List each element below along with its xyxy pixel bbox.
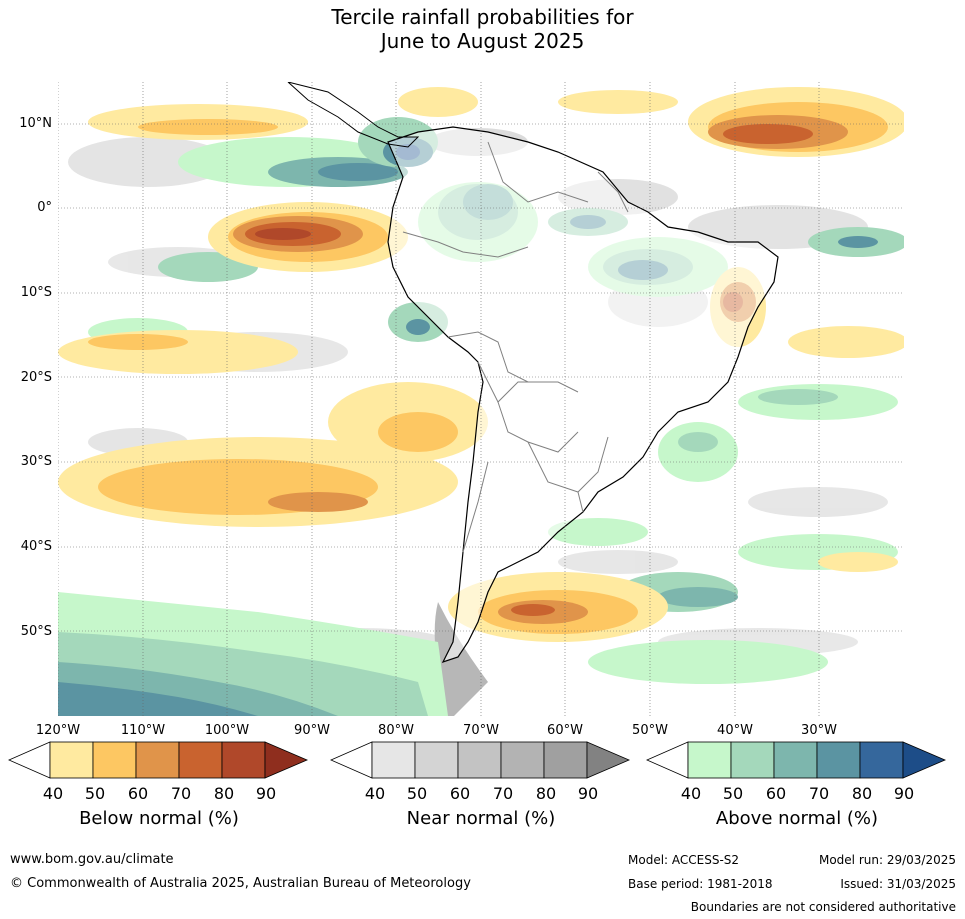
colorbar-below-swatch [92, 741, 137, 779]
colorbar-above-swatch [816, 741, 861, 779]
lon-label-100w: 100°W [204, 723, 250, 738]
colorbar-near-tick: 40 [364, 784, 386, 803]
colorbar-above-tick: 40 [680, 784, 702, 803]
map-title-line2: June to August 2025 [380, 29, 585, 53]
footer-disclaimer: Boundaries are not considered authoritat… [690, 900, 956, 914]
graticule [58, 82, 904, 716]
colorbar-above-swatch [687, 741, 732, 779]
lat-label-30s: 30°S [20, 454, 52, 469]
colorbar-above-swatch-low [646, 741, 689, 779]
colorbar-below-swatches [8, 741, 309, 779]
lat-label-0: 0° [37, 200, 52, 215]
colorbar-below [8, 740, 310, 784]
colorbar-above-tick: 50 [722, 784, 744, 803]
map-title-line1: Tercile rainfall probabilities for [331, 5, 634, 29]
colorbar-near-swatch [457, 741, 502, 779]
lon-label-50w: 50°W [632, 723, 668, 738]
colorbar-near-tick: 70 [492, 784, 514, 803]
colorbar-below-tick: 80 [213, 784, 235, 803]
colorbar-below-tick: 90 [255, 784, 277, 803]
colorbar-above-title: Above normal (%) [715, 808, 879, 829]
colorbar-above-swatch-high [902, 741, 947, 779]
colorbar-near-swatch-high [586, 741, 631, 779]
colorbar-below-tick: 70 [170, 784, 192, 803]
colorbar-below-swatch [178, 741, 223, 779]
below-normal-areas [58, 87, 904, 642]
lat-label-50s: 50°S [20, 624, 52, 639]
colorbar-below-tick: 40 [42, 784, 64, 803]
colorbar-above [646, 740, 948, 784]
colorbar-above-tick: 60 [765, 784, 787, 803]
lat-label-10n: 10°N [19, 116, 52, 131]
colorbar-near-swatch [371, 741, 416, 779]
lat-label-40s: 40°S [20, 539, 52, 554]
colorbar-below-swatch [135, 741, 180, 779]
colorbar-near-swatches [330, 741, 631, 779]
footer-website: www.bom.gov.au/climate [10, 852, 174, 867]
colorbar-below-title: Below normal (%) [79, 808, 239, 829]
colorbar-near-tick: 50 [406, 784, 428, 803]
colorbar-above-swatch [859, 741, 904, 779]
colorbar-near-tick: 80 [535, 784, 557, 803]
lon-label-40w: 40°W [717, 723, 753, 738]
lat-label-10s: 10°S [20, 285, 52, 300]
lon-label-70w: 70°W [463, 723, 499, 738]
colorbar-below-swatch-high [264, 741, 309, 779]
colorbar-near [330, 740, 632, 784]
footer-issued: Issued: 31/03/2025 [840, 877, 956, 891]
colorbar-below-tick: 50 [84, 784, 106, 803]
central-america-outline [287, 82, 420, 148]
colorbar-above-swatch [730, 741, 775, 779]
footer-model-run: Model run: 29/03/2025 [818, 853, 956, 867]
lon-label-60w: 60°W [547, 723, 583, 738]
colorbar-below-tick: 60 [127, 784, 149, 803]
lon-label-120w: 120°W [35, 723, 81, 738]
footer-copyright: © Commonwealth of Australia 2025, Austra… [10, 876, 471, 891]
lon-label-80w: 80°W [378, 723, 414, 738]
colorbar-above-tick: 70 [808, 784, 830, 803]
colorbar-near-swatch-low [330, 741, 373, 779]
colorbar-below-swatch [49, 741, 94, 779]
colorbar-above-swatches [646, 741, 947, 779]
colorbar-above-swatch [773, 741, 818, 779]
lon-label-30w: 30°W [801, 723, 837, 738]
colorbar-near-title: Near normal (%) [406, 808, 556, 829]
footer-model: Model: ACCESS-S2 [628, 853, 740, 867]
country-borders [402, 141, 629, 553]
colorbar-above-tick: 80 [851, 784, 873, 803]
colorbar-below-swatch [221, 741, 266, 779]
colorbar-below-swatch-low [8, 741, 51, 779]
colorbar-near-swatch [543, 741, 588, 779]
colorbar-near-swatch [414, 741, 459, 779]
colorbar-near-tick: 60 [449, 784, 471, 803]
lon-label-110w: 110°W [120, 723, 166, 738]
colorbar-above-tick: 90 [893, 784, 915, 803]
colorbar-near-tick: 90 [577, 784, 599, 803]
probability-map [58, 82, 904, 716]
footer-base-period: Base period: 1981-2018 [628, 877, 773, 891]
colorbar-near-swatch [500, 741, 545, 779]
lon-label-90w: 90°W [294, 723, 330, 738]
lat-label-20s: 20°S [20, 370, 52, 385]
